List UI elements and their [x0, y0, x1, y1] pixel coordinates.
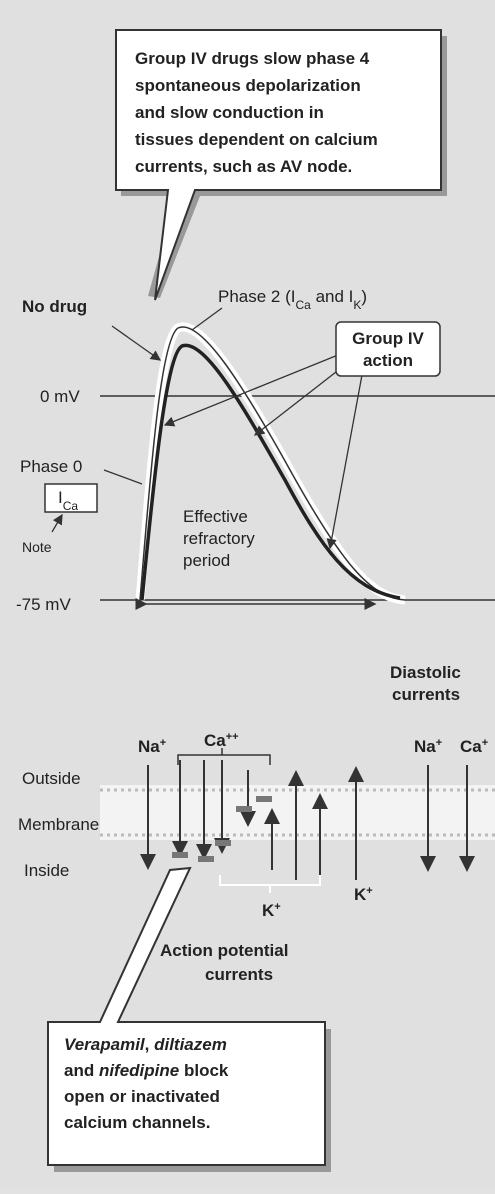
text-segment: and I [311, 287, 354, 306]
callout-line: and slow conduction in [135, 103, 324, 122]
brace [177, 748, 271, 765]
callout-line: Verapamil, diltiazem [64, 1035, 227, 1054]
text-segment: calcium channels. [64, 1113, 210, 1132]
pointer [191, 307, 223, 331]
ion-label: Ca++ [204, 731, 239, 750]
ion-label: Na+ [414, 737, 442, 756]
no-drug-curve [139, 326, 406, 601]
inside-label: Inside [24, 861, 69, 880]
no-drug-label: No drug [22, 297, 87, 316]
text-segment: block [179, 1061, 229, 1080]
pointer [253, 364, 346, 436]
ap-currents-label: currents [205, 965, 273, 984]
minus75-label: -75 mV [16, 595, 71, 614]
text-segment: Na [414, 737, 436, 756]
text-segment: and [64, 1061, 99, 1080]
text-segment: K [262, 901, 275, 920]
callout-line: Group IV drugs slow phase 4 [135, 49, 370, 68]
diastolic-label: Diastolic [390, 663, 461, 682]
diastolic-label: currents [392, 685, 460, 704]
refractory-label: refractory [183, 529, 255, 548]
ica-box [44, 483, 98, 513]
text-segment: ) [361, 287, 367, 306]
ion-label: Ca+ [460, 737, 488, 756]
zero-mv-label: 0 mV [40, 387, 80, 406]
text-segment: + [366, 885, 372, 897]
pointer [103, 469, 143, 485]
phase0-label: Phase 0 [20, 457, 82, 476]
pointer [111, 325, 162, 361]
top-callout [115, 29, 442, 301]
callout-line: and nifedipine block [64, 1061, 229, 1080]
pointer [326, 374, 363, 550]
text-segment: Na [138, 737, 160, 756]
text-segment: open or inactivated [64, 1087, 220, 1106]
bottom-callout [47, 866, 326, 1166]
gates [172, 796, 272, 862]
lipids [100, 788, 495, 837]
group-iv-label: Group IV [352, 329, 424, 348]
top-callout-text: Group IV drugs slow phase 4 spontaneous … [135, 49, 378, 176]
ion-label: K+ [354, 885, 373, 904]
text-segment: Ca [296, 298, 312, 312]
text-segment: K [354, 885, 367, 904]
membrane-label: Membrane [18, 815, 99, 834]
group-iv-curve [140, 343, 401, 601]
text-segment: Phase 2 (I [218, 287, 296, 306]
callout-line: open or inactivated [64, 1087, 220, 1106]
callout-line: calcium channels. [64, 1113, 210, 1132]
text-segment: Ca [63, 499, 79, 513]
text-segment: ++ [226, 731, 239, 743]
text-segment: Verapamil [64, 1035, 146, 1054]
text-segment: , [145, 1035, 154, 1054]
channels [140, 760, 475, 880]
text-segment: diltiazem [154, 1035, 227, 1054]
note-label: Note [22, 539, 52, 555]
text-segment: + [274, 901, 280, 913]
text-segment: I [58, 488, 63, 507]
group-iv-label: action [363, 351, 413, 370]
text-segment: + [160, 737, 166, 749]
callout-line: spontaneous depolarization [135, 76, 361, 95]
text-segment: Ca [460, 737, 482, 756]
ica-label: ICa [58, 488, 78, 513]
pointer [163, 354, 339, 427]
pointer [51, 513, 63, 533]
outside-label: Outside [22, 769, 81, 788]
callout-line: currents, such as AV node. [135, 157, 352, 176]
text-segment: + [436, 737, 442, 749]
ion-label: K+ [262, 901, 281, 920]
group-iv-box [335, 321, 441, 377]
callout-line: tissues dependent on calcium [135, 130, 378, 149]
text-segment: K [353, 298, 361, 312]
ap-currents-label: Action potential [160, 941, 288, 960]
refractory-label: period [183, 551, 230, 570]
text-segment: Ca [204, 731, 226, 750]
membrane-band [100, 785, 495, 840]
text-segment: + [482, 737, 488, 749]
refractory-label: Effective [183, 507, 248, 526]
phase2-label: Phase 2 (ICa and IK) [218, 287, 367, 312]
brace [219, 875, 321, 893]
text-segment: nifedipine [99, 1061, 179, 1080]
ion-label: Na+ [138, 737, 166, 756]
